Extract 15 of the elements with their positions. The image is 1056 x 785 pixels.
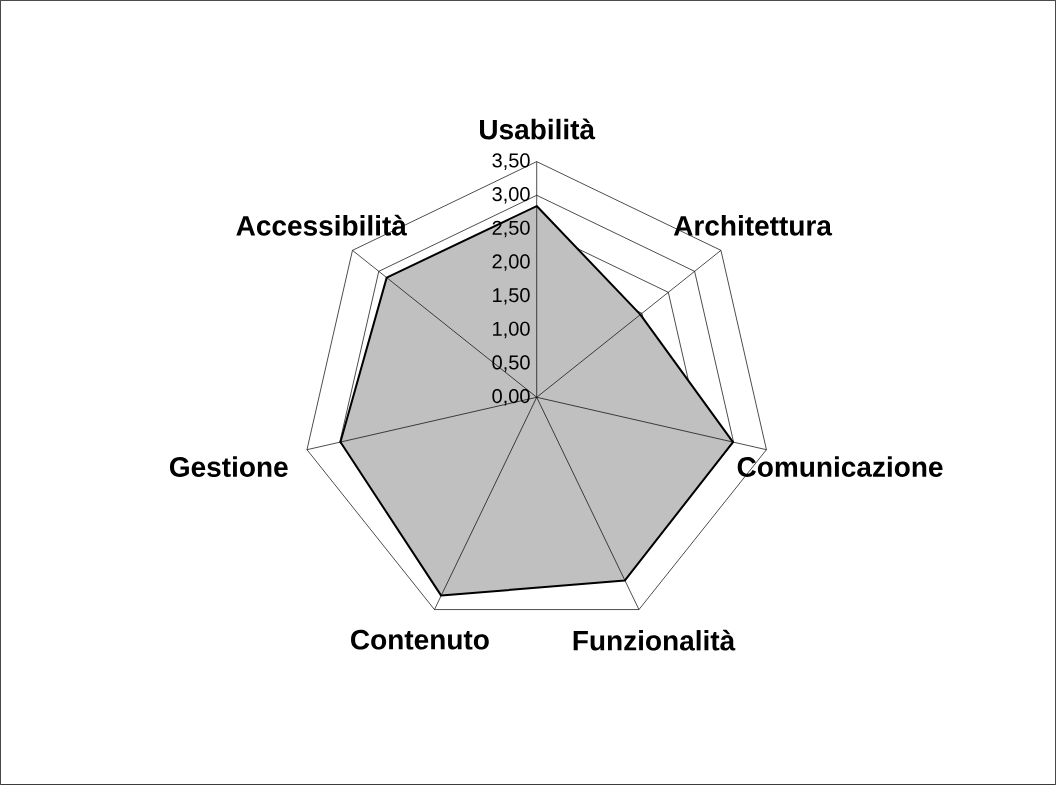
spoke-label: Architettura	[673, 215, 833, 236]
spoke-label: Comunicazione	[737, 456, 943, 477]
y-tick-label: 1,00	[493, 321, 530, 339]
y-tick-label: 2,50	[492, 220, 530, 238]
y-tick-label: 1,50	[493, 288, 530, 305]
y-tick-label: 0,00	[492, 389, 530, 406]
y-tick-label: 3,50	[492, 153, 530, 170]
y-tick-label: 0,50	[492, 355, 530, 372]
y-tick-label: 3,00	[492, 187, 530, 204]
spoke-label: Accessibilità	[236, 214, 407, 236]
spoke-label: Funzionalità	[573, 629, 736, 651]
y-tick-label: 2,00	[492, 254, 530, 271]
spoke-label: Usabilità	[480, 118, 596, 140]
spoke-label: Contenuto	[351, 629, 489, 650]
spoke-label: Gestione	[169, 456, 288, 477]
